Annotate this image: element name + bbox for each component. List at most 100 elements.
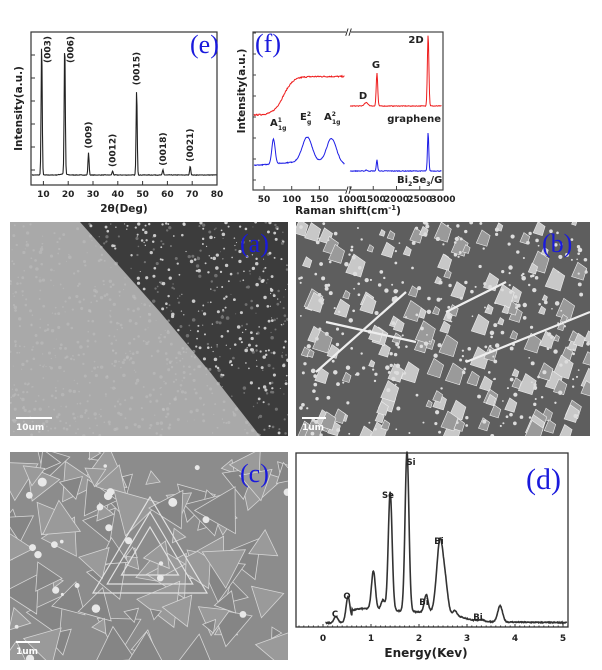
particle (113, 405, 117, 408)
particle (348, 253, 351, 256)
particle (94, 373, 98, 378)
particle (522, 272, 525, 276)
particle (182, 222, 186, 226)
particle (204, 262, 207, 265)
particle (182, 376, 186, 380)
particle (276, 317, 279, 320)
particle (322, 222, 326, 226)
particle (29, 309, 32, 313)
y-axis-label: Intensity(a.u.) (236, 49, 248, 134)
particle (14, 624, 19, 629)
particle (103, 421, 106, 424)
particle (95, 245, 97, 247)
particle (215, 227, 217, 229)
particle (551, 307, 553, 310)
particle (272, 351, 276, 355)
particle (206, 342, 210, 346)
particle (60, 405, 62, 407)
particle (126, 224, 129, 227)
particle (543, 300, 548, 305)
particle (171, 360, 173, 362)
particle (566, 346, 569, 349)
particle (270, 335, 274, 340)
particle (395, 289, 399, 293)
particle (395, 363, 401, 369)
particle (530, 361, 535, 366)
flake (524, 420, 544, 436)
flake (341, 371, 352, 383)
particle (31, 386, 33, 388)
particle (284, 432, 287, 435)
particle (270, 275, 274, 278)
particle (41, 245, 43, 248)
particle (145, 276, 149, 280)
particle (360, 238, 363, 241)
particle (577, 247, 583, 253)
particle (59, 283, 62, 286)
particle (222, 400, 226, 404)
particle (233, 343, 237, 346)
particle (423, 232, 428, 237)
particle (494, 227, 499, 232)
particle (157, 336, 161, 340)
particle (58, 237, 61, 240)
flake (543, 419, 557, 434)
particle (13, 384, 16, 386)
particle (285, 288, 287, 291)
particle (203, 403, 205, 406)
particle (42, 365, 45, 368)
particle (107, 420, 111, 424)
particle (540, 396, 544, 399)
particle (136, 233, 139, 236)
particle (79, 402, 82, 405)
particle (57, 413, 61, 417)
particle (268, 251, 272, 255)
particle (245, 323, 248, 326)
particle (230, 363, 234, 367)
particle (192, 378, 196, 383)
particle (369, 278, 373, 282)
particle (225, 421, 228, 425)
particle (216, 366, 220, 370)
particle (187, 255, 191, 259)
particle (265, 242, 267, 244)
particle (181, 346, 185, 350)
particle (210, 280, 214, 283)
particle (130, 396, 134, 400)
y-axis-label: Intensity(a.u.) (13, 66, 25, 151)
flake (470, 313, 490, 336)
particle (179, 359, 182, 362)
particle (243, 391, 246, 394)
particle (12, 293, 14, 295)
particle (172, 235, 175, 237)
flake (509, 330, 518, 340)
particle (165, 229, 169, 232)
particle (13, 295, 15, 297)
particle (124, 223, 126, 225)
particle (124, 417, 127, 420)
particle (161, 307, 165, 311)
particle (62, 387, 65, 390)
particle (255, 349, 258, 352)
sem-image-b: 1um (b) (296, 222, 590, 436)
particle (213, 357, 218, 362)
particle (269, 305, 271, 307)
particle (118, 295, 121, 297)
particle (13, 407, 17, 411)
particle (446, 224, 450, 227)
particle (112, 380, 116, 383)
particle (129, 350, 131, 352)
particle (257, 416, 260, 418)
flake (552, 354, 574, 380)
flake (580, 380, 590, 397)
particle (50, 427, 53, 430)
particle (176, 418, 180, 422)
particle (505, 415, 509, 419)
particle (147, 340, 150, 343)
particle (272, 294, 276, 298)
particle (214, 273, 218, 278)
particle (34, 550, 42, 559)
particle (248, 424, 250, 426)
particle (197, 310, 200, 312)
particle (148, 222, 151, 226)
